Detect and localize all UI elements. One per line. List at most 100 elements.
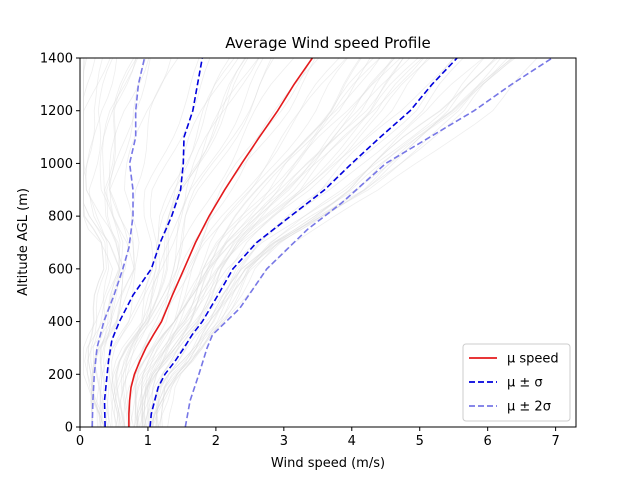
background-profile-line: [115, 57, 260, 428]
background-profile-line: [152, 57, 513, 428]
background-profile-line: [148, 57, 404, 428]
background-profile-line: [149, 57, 484, 428]
background-profile-line: [141, 57, 371, 428]
legend-label: μ ± σ: [507, 376, 543, 391]
x-tick-label: 4: [348, 434, 356, 449]
background-profile-line: [113, 57, 247, 428]
y-tick-label: 400: [48, 315, 73, 330]
background-profile-line: [99, 57, 151, 428]
background-profile-line: [114, 57, 259, 428]
y-tick-label: 600: [48, 262, 73, 277]
y-tick-label: 0: [65, 421, 73, 436]
background-profile-line: [83, 58, 113, 428]
background-profile-line: [140, 57, 396, 428]
background-profile-line: [139, 57, 424, 428]
x-tick-label: 0: [76, 434, 84, 449]
x-tick-label: 5: [416, 434, 424, 449]
background-profile-line: [98, 57, 137, 428]
background-profile-line: [143, 57, 455, 428]
background-profile-line: [143, 57, 423, 428]
background-profile-line: [111, 57, 230, 428]
background-profile-line: [134, 57, 381, 428]
background-profile-line: [83, 57, 107, 428]
background-profile-line: [83, 57, 105, 428]
background-profile-line: [143, 57, 404, 428]
background-profile-line: [92, 57, 137, 428]
series-line--lower: [103, 57, 204, 428]
legend: μ speed μ ± σ μ ± 2σ: [462, 343, 571, 422]
y-tick-label: 1200: [40, 104, 73, 119]
plot-frame: [79, 57, 577, 428]
series-line--2-upper: [184, 57, 553, 428]
chart-title: Average Wind speed Profile: [225, 34, 431, 52]
background-profile-line: [86, 57, 120, 428]
x-tick-label: 1: [144, 434, 152, 449]
y-tick-label: 1000: [40, 157, 73, 172]
y-tick-label: 1400: [40, 52, 73, 67]
background-profile-line: [150, 57, 496, 428]
background-profile-line: [143, 57, 431, 428]
background-profile-line: [135, 57, 394, 428]
background-profile-line: [100, 57, 150, 428]
background-profile-line: [115, 57, 246, 428]
background-profile-line: [151, 57, 514, 428]
y-tick-label: 800: [48, 210, 73, 225]
x-tick-label: 6: [484, 434, 492, 449]
background-profile-line: [120, 57, 295, 428]
background-profile-line: [161, 57, 512, 428]
background-profile-line: [123, 57, 319, 428]
background-profile-line: [85, 57, 121, 428]
background-profile-line: [83, 57, 105, 428]
background-profile-line: [129, 57, 312, 428]
background-profile-line: [127, 57, 347, 428]
background-profile-line: [111, 57, 239, 428]
background-profile-line: [155, 57, 464, 428]
background-profile-line: [124, 57, 272, 428]
legend-frame: [462, 343, 571, 422]
series-line--upper: [149, 57, 458, 428]
y-tick-label: 200: [48, 368, 73, 383]
background-profile-line: [105, 57, 172, 428]
background-profile-line: [96, 57, 139, 428]
series-layer: [91, 57, 553, 428]
legend-label: μ speed: [507, 352, 559, 367]
background-profile-line: [157, 57, 502, 428]
background-profile-line: [129, 57, 340, 428]
background-profile-line: [110, 57, 235, 428]
background-profile-line: [140, 57, 361, 428]
background-profile-line: [141, 57, 362, 428]
background-profile-line: [120, 57, 264, 428]
series-line--speed: [128, 57, 314, 427]
background-profiles: [83, 57, 538, 428]
background-profile-line: [134, 57, 348, 428]
background-profile-line: [152, 57, 508, 428]
background-profile-line: [134, 57, 381, 428]
background-profile-line: [94, 57, 147, 428]
legend-label: μ ± 2σ: [507, 400, 551, 415]
x-axis-ticks: 0 1 2 3 4 5 6 7: [76, 427, 560, 449]
x-tick-label: 7: [551, 434, 559, 449]
y-axis-label: Altitude AGL (m): [16, 188, 31, 296]
background-profile-line: [150, 57, 496, 428]
background-profile-line: [83, 57, 111, 428]
x-axis-label: Wind speed (m/s): [271, 456, 385, 471]
x-tick-label: 3: [280, 434, 288, 449]
x-tick-label: 2: [212, 434, 220, 449]
background-profile-line: [91, 57, 135, 428]
background-profile-line: [156, 57, 516, 428]
background-profile-line: [156, 57, 499, 428]
background-profile-line: [137, 57, 411, 428]
background-profile-line: [83, 57, 121, 428]
background-profile-line: [116, 57, 249, 428]
background-profile-line: [136, 57, 401, 428]
y-axis-ticks: 0 200 400 600 800 1000 1200 1400: [40, 52, 80, 436]
background-profile-line: [135, 57, 374, 428]
background-profile-line: [159, 57, 485, 428]
background-profile-line: [151, 57, 429, 428]
background-profile-line: [122, 57, 275, 428]
background-profile-line: [155, 57, 455, 428]
background-profile-line: [146, 57, 395, 428]
background-profile-line: [141, 57, 419, 428]
series-line--2-lower: [91, 57, 146, 428]
